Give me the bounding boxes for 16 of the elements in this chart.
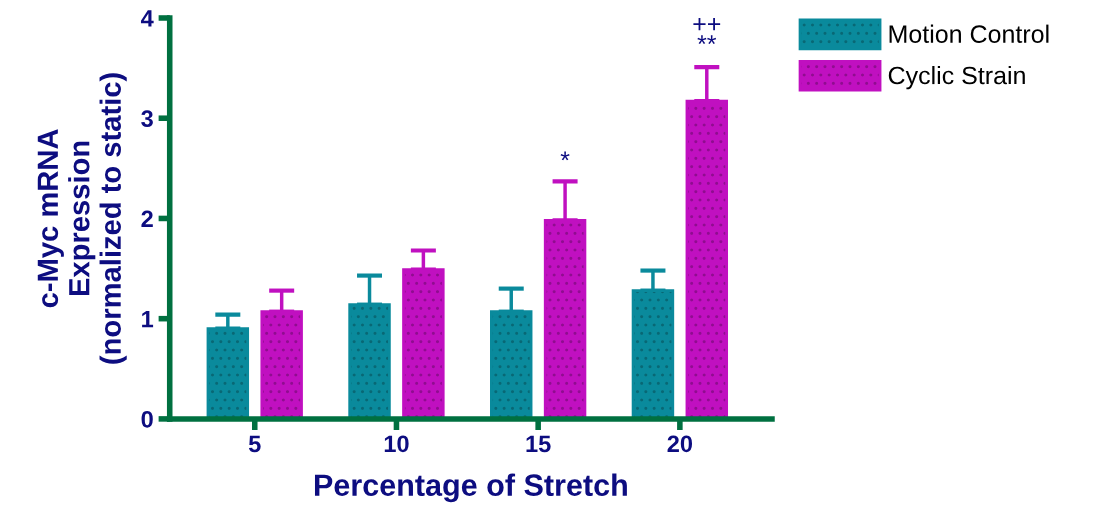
annotation: **: [697, 35, 717, 45]
legend-label: Cyclic Strain: [888, 65, 1025, 90]
y-tick-label: 0: [141, 410, 153, 428]
legend-label: Motion Control: [889, 24, 1049, 43]
x-tick-label: 15: [526, 435, 551, 453]
y-axis-title: c-Myc mRNA Expression (normalized to static): [37, 73, 127, 364]
y-tick-label: 4: [140, 10, 154, 27]
y-tick-label: 2: [141, 210, 153, 228]
annotation: *: [560, 151, 570, 161]
x-tick-label: 10: [384, 435, 409, 453]
x-axis-title: Percentage of Stretch: [314, 473, 627, 503]
y-tick-label: 3: [141, 110, 153, 128]
x-tick-label: 5: [248, 435, 261, 453]
x-tick-label: 20: [667, 435, 693, 453]
annotation: ++: [693, 18, 721, 31]
y-tick-label: 1: [142, 310, 154, 328]
